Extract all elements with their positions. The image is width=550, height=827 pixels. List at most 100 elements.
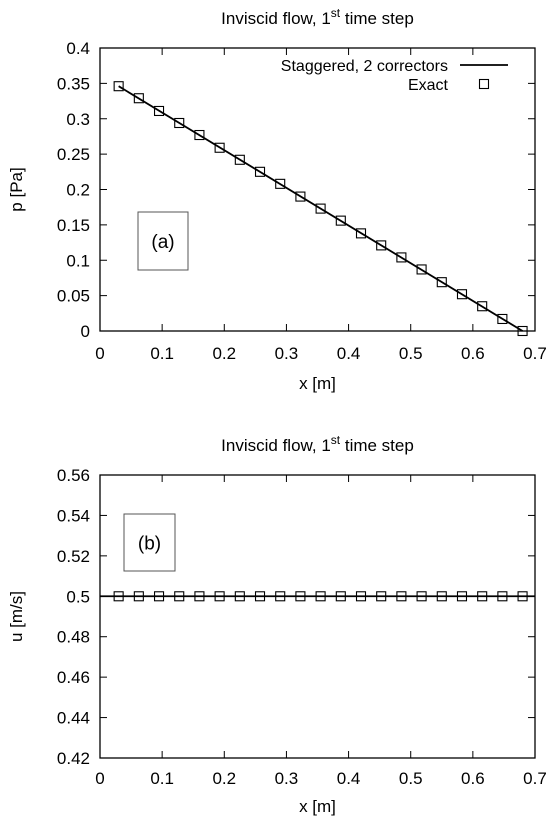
- panel-a-exact-marker: [436, 277, 447, 288]
- panel-a-y-tick-label: 0.35: [57, 74, 90, 93]
- panel-a-exact-marker: [275, 178, 286, 189]
- panel-b-exact-marker: [234, 591, 245, 602]
- panel-b-title-main: Inviscid flow, 1: [221, 436, 331, 455]
- panel-b-y-tick-label: 0.44: [57, 709, 90, 728]
- panel-b-exact-marker: [214, 591, 225, 602]
- legend-label-exact: Exact: [408, 77, 449, 94]
- panel-a-series-line: [118, 85, 524, 332]
- panel-b-label-box: [123, 513, 176, 572]
- panel-b-exact-marker: [355, 591, 367, 602]
- panel-b-x-tick-label: 0: [95, 769, 104, 788]
- panel-b-title-rest: time step: [340, 436, 414, 455]
- panel-b-y-tick-label: 0.52: [57, 547, 90, 566]
- panel-a-exact-marker: [254, 166, 266, 177]
- panel-a-exact-marker: [517, 325, 528, 337]
- panel-b-x-tick-label: 0.5: [399, 769, 423, 788]
- panel-b-x-tick-label: 0.4: [337, 769, 361, 788]
- panel-a-y-tick-label: 0.1: [66, 251, 90, 270]
- panel-b-title-superscript: st: [331, 433, 341, 447]
- panel-a-y-tick-label: 0.25: [57, 145, 90, 164]
- panel-b-exact-marker: [295, 591, 306, 602]
- panel-a-title: Inviscid flow, 1st time step: [221, 6, 414, 28]
- panel-a-exact-marker: [174, 117, 185, 129]
- panel-a-exact-marker: [214, 142, 225, 153]
- panel-b-exact-marker: [315, 591, 326, 602]
- panel-b-x-tick-label: 0.3: [275, 769, 299, 788]
- legend-label-staggered: Staggered, 2 correctors: [281, 58, 448, 75]
- panel-a-legend: Staggered, 2 correctors Exact: [281, 58, 508, 94]
- panel-b-y-tick-label: 0.48: [57, 628, 90, 647]
- panel-a-exact-marker: [456, 289, 468, 300]
- panel-a-x-tick-label: 0.4: [337, 344, 361, 363]
- panel-b-exact-marker: [456, 591, 468, 602]
- panel-b-exact-marker: [194, 591, 205, 602]
- panel-a-title-main: Inviscid flow, 1: [221, 9, 331, 28]
- panel-a-y-tick-label: 0.3: [66, 110, 90, 129]
- panel-b-label: (b): [138, 534, 161, 555]
- panel-a-x-tick-label: 0.1: [150, 344, 174, 363]
- panel-a-x-tick-label: 0.2: [212, 344, 236, 363]
- panel-a-title-rest: time step: [340, 9, 414, 28]
- panel-a-exact-marker: [416, 264, 427, 275]
- panel-a-chart: Inviscid flow, 1st time step 0 0.1 0.2 0.3 0.…: [7, 6, 547, 393]
- panel-b-exact-marker: [477, 591, 488, 602]
- panel-a-y-axis-label: p [Pa]: [7, 167, 26, 211]
- panel-a-exact-marker: [335, 215, 346, 226]
- panel-a-y-tick-label: 0.05: [57, 287, 90, 306]
- panel-a-x-axis-label: x [m]: [299, 374, 336, 393]
- panel-a-label: (a): [151, 232, 174, 253]
- panel-b-x-tick-label: 0.1: [150, 769, 174, 788]
- panel-a-x-tick-label: 0: [95, 344, 104, 363]
- panel-b-exact-marker: [416, 591, 427, 602]
- panel-b-exact-marker: [275, 591, 286, 602]
- panel-b-plot-frame: [99, 474, 536, 759]
- panel-a-exact-marker: [315, 203, 326, 214]
- panel-a-y-tick-label: 0.2: [66, 181, 90, 200]
- panel-b-exact-marker: [517, 591, 528, 602]
- panel-a-plot-frame: [99, 47, 536, 332]
- panel-b-exact-marker: [113, 591, 124, 602]
- panel-b-exact-marker: [436, 591, 447, 602]
- panel-b-exact-marker: [335, 591, 346, 602]
- panel-a-x-tick-label: 0.5: [399, 344, 423, 363]
- panel-a-exact-marker: [234, 154, 245, 165]
- panel-b-x-tick-label: 0.6: [461, 769, 485, 788]
- panel-a-exact-marker: [477, 301, 488, 312]
- panel-b-chart: Inviscid flow, 1st time step 0 0.1 0.2 0.3 0.…: [7, 433, 547, 816]
- panel-a-exact-marker: [194, 129, 205, 141]
- panel-b-exact-marker: [133, 591, 144, 602]
- panel-a-exact-marker: [113, 81, 124, 92]
- panel-b-y-tick-label: 0.42: [57, 749, 90, 768]
- panel-a-y-tick-label: 0.15: [57, 216, 90, 235]
- panel-b-y-tick-label: 0.46: [57, 668, 90, 687]
- legend-marker-sample: [478, 78, 490, 90]
- panel-a-exact-marker: [497, 313, 508, 325]
- panel-a-y-tick-label: 0: [81, 322, 90, 341]
- panel-b-y-tick-label: 0.5: [66, 587, 90, 606]
- panel-b-y-axis-label: u [m/s]: [7, 591, 26, 642]
- panel-a-title-superscript: st: [331, 6, 341, 20]
- panel-b-exact-marker: [153, 591, 165, 602]
- panel-a-exact-marker: [376, 240, 387, 251]
- panel-b-x-tick-label: 0.2: [212, 769, 236, 788]
- panel-b-exact-marker: [497, 591, 508, 602]
- panel-a-x-tick-label: 0.6: [461, 344, 485, 363]
- panel-a-exact-marker: [396, 252, 407, 263]
- panel-b-y-tick-label: 0.54: [57, 506, 90, 525]
- panel-a-exact-marker: [133, 93, 144, 104]
- panel-b-title: Inviscid flow, 1st time step: [221, 433, 414, 455]
- panel-b-exact-marker: [174, 591, 185, 602]
- panel-a-label-box: [137, 211, 189, 271]
- panel-b-exact-marker: [376, 591, 387, 602]
- panel-a-x-tick-label: 0.3: [275, 344, 299, 363]
- panel-b-x-axis-label: x [m]: [299, 797, 336, 816]
- panel-a-exact-marker: [355, 228, 367, 239]
- panel-b-exact-marker: [396, 591, 407, 602]
- panel-b-y-tick-label: 0.56: [57, 466, 90, 485]
- panel-a-y-tick-label: 0.4: [66, 39, 90, 58]
- panel-a-exact-marker: [295, 191, 306, 202]
- panel-a-x-tick-label: 0.7: [523, 344, 547, 363]
- panel-a-exact-marker: [153, 105, 165, 117]
- panel-b-x-tick-label: 0.7: [523, 769, 547, 788]
